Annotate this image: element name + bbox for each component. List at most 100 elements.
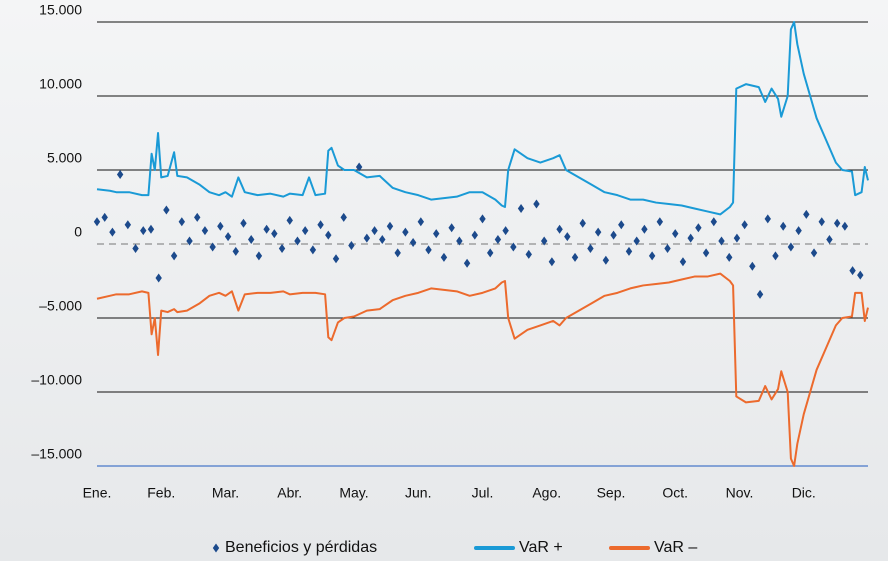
data-point: [317, 220, 324, 230]
legend-label: Beneficios y pérdidas: [225, 539, 377, 556]
data-point: [833, 218, 841, 228]
data-point: [286, 215, 293, 225]
data-point: [448, 223, 455, 233]
data-point: [93, 217, 101, 227]
x-tick-label: Ago.: [532, 485, 561, 501]
x-tick-label: Feb.: [147, 485, 175, 501]
x-tick-label: Mar.: [212, 485, 239, 501]
x-tick-label: Jul.: [472, 485, 494, 501]
data-point: [479, 214, 486, 224]
data-point: [533, 199, 540, 209]
data-point: [633, 236, 640, 246]
data-point: [240, 218, 247, 228]
data-point: [564, 232, 571, 242]
data-point: [548, 257, 556, 267]
data-point: [857, 270, 864, 280]
data-point: [463, 258, 471, 268]
data-point: [579, 218, 586, 228]
data-point: [371, 226, 378, 236]
data-point: [379, 235, 386, 245]
data-point: [440, 252, 448, 262]
data-point: [710, 217, 717, 227]
data-point: [818, 217, 825, 227]
data-point: [340, 212, 347, 222]
data-point: [841, 221, 849, 231]
data-point: [301, 226, 309, 236]
data-point: [271, 229, 278, 239]
data-point: [394, 248, 401, 258]
data-point: [664, 243, 671, 253]
data-point: [648, 251, 656, 261]
data-point: [355, 162, 363, 172]
data-point: [309, 245, 317, 255]
x-tick-label: Jun.: [405, 485, 431, 501]
data-point: [194, 212, 201, 222]
data-point: [116, 169, 124, 179]
data-point: [402, 227, 409, 237]
data-point: [425, 245, 432, 255]
data-point: [733, 233, 741, 243]
data-point: [571, 252, 579, 262]
data-point: [556, 224, 563, 234]
data-point: [433, 229, 440, 239]
data-point: [386, 221, 394, 231]
data-point: [610, 230, 617, 240]
data-point: [363, 233, 371, 243]
y-tick-label: 10.000: [39, 76, 82, 92]
data-point: [263, 224, 270, 234]
data-point: [456, 236, 463, 246]
data-point: [587, 243, 594, 253]
data-point: [178, 217, 186, 227]
data-point: [471, 230, 478, 240]
data-point: [132, 243, 139, 253]
data-point: [409, 238, 417, 248]
x-tick-label: Sep.: [597, 485, 626, 501]
data-point: [332, 254, 340, 264]
data-point: [803, 209, 810, 219]
data-point: [232, 246, 239, 256]
y-tick-label: 0: [74, 224, 82, 240]
data-point: [641, 224, 648, 234]
x-tick-label: May.: [339, 485, 368, 501]
data-point: [749, 261, 756, 271]
data-point: [155, 273, 162, 283]
data-point: [278, 243, 286, 253]
legend-label: VaR +: [519, 539, 563, 556]
data-point: [849, 266, 856, 276]
data-point: [124, 220, 132, 230]
x-tick-label: Nov.: [726, 485, 754, 501]
data-point: [163, 205, 170, 215]
data-point: [602, 255, 610, 265]
data-point: [140, 226, 147, 236]
data-line: [96, 272, 869, 467]
data-point: [741, 220, 748, 230]
data-point: [718, 236, 725, 246]
x-tick-label: Dic.: [792, 485, 816, 501]
x-tick-label: Oct.: [662, 485, 688, 501]
legend-label: VaR –: [654, 539, 697, 556]
data-point: [170, 251, 178, 261]
data-point: [810, 248, 818, 258]
data-point: [186, 236, 193, 246]
data-point: [779, 221, 787, 231]
data-point: [248, 235, 255, 245]
data-point: [255, 251, 263, 261]
data-point: [502, 226, 509, 236]
data-point: [348, 240, 355, 250]
y-tick-label: –10.000: [31, 372, 82, 388]
data-point: [325, 230, 332, 240]
data-point: [525, 249, 532, 259]
x-tick-label: Abr.: [277, 485, 302, 501]
data-point: [764, 214, 771, 224]
data-point: [510, 242, 517, 252]
data-point: [109, 227, 116, 237]
data-point: [756, 289, 764, 299]
data-point: [656, 217, 664, 227]
data-point: [826, 235, 833, 245]
data-point: [224, 232, 232, 242]
data-point: [201, 226, 209, 236]
data-point: [101, 212, 108, 222]
data-point: [695, 223, 702, 233]
data-point: [294, 236, 301, 246]
